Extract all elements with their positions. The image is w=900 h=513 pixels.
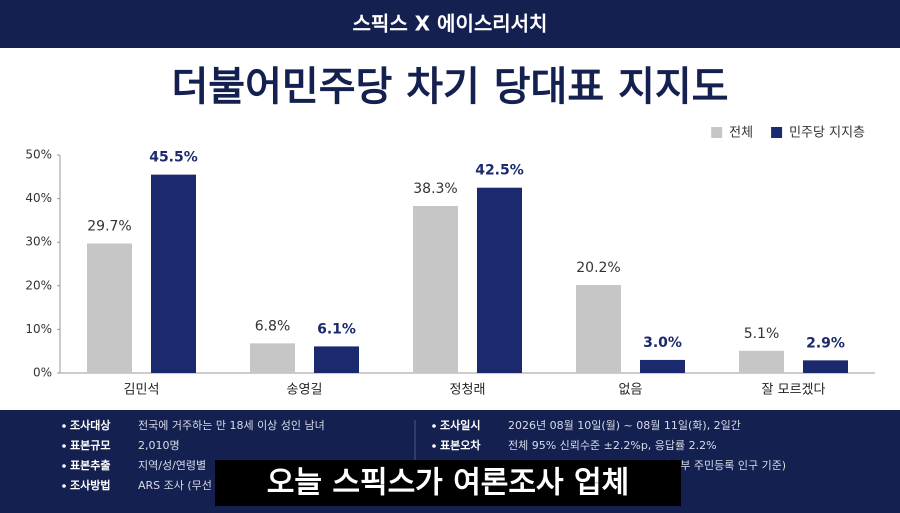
bullet [62,444,66,448]
x-tick-label: 정청래 [450,383,486,398]
y-tick-label: 20% [25,278,52,292]
bullet [62,424,66,428]
bullet [62,484,66,488]
bullet [62,464,66,468]
y-tick-label: 10% [25,322,52,336]
chart-title: 더불어민주당 차기 당대표 지지도 [172,64,729,110]
value-label: 5.1% [744,326,780,342]
header-bar [0,0,900,48]
bar [314,346,359,373]
x-tick-label: 송영길 [287,383,323,398]
value-label: 20.2% [576,260,620,276]
bar [413,206,458,373]
bar [739,350,784,373]
caption-box [215,460,681,506]
legend-swatch [711,127,723,138]
caption: 오늘 스픽스가 여론조사 업체 [267,466,630,501]
bar [576,284,621,373]
bullet [432,444,436,448]
info-text: 2,010명 [138,439,180,452]
info-text: 전국에 거주하는 만 18세 이상 성인 남녀 [138,418,325,432]
bar [803,360,848,373]
info-label: 표본추출 [70,458,110,472]
bar [477,187,522,373]
value-label: 3.0% [643,335,682,351]
x-tick-label: 없음 [619,383,643,398]
info-text: ARS 조사 (무선 [138,479,212,492]
bar [250,343,295,373]
legend-swatch [771,127,783,138]
info-text: 지역/성/연령별 [138,459,206,472]
y-tick-label: 30% [25,235,52,249]
y-tick-label: 40% [25,191,52,205]
info-text: 2026년 08월 10일(월) ~ 08월 11일(화), 2일간 [508,418,741,432]
bullet [432,424,436,428]
x-tick-label: 잘 모르겠다 [762,383,826,398]
bar [640,359,685,373]
brand: 스픽스 X 에이스리서치 [353,12,548,36]
bar [151,174,196,373]
bar [87,243,132,373]
value-label: 29.7% [87,219,131,235]
value-label: 2.9% [806,335,845,351]
y-tick-label: 0% [33,366,52,380]
value-label: 6.1% [317,321,356,337]
value-label: 38.3% [413,181,457,197]
legend-label: 전체 [729,126,753,141]
info-label: 조사대상 [70,418,110,432]
x-tick-label: 김민석 [124,383,160,398]
y-tick-label: 50% [25,148,52,162]
legend-label: 민주당 지지층 [789,126,865,141]
info-label: 표본규모 [70,439,110,452]
info-label: 조사일시 [440,418,480,432]
info-label: 표본오차 [440,438,481,452]
info-text: 안전부 주민등록 인구 기준) [660,459,786,472]
value-label: 45.5% [149,150,198,166]
info-text: 전체 95% 신뢰수준 ±2.2%p, 응답률 2.2% [508,439,717,452]
info-label: 조사방법 [70,478,110,492]
value-label: 6.8% [255,318,291,334]
value-label: 42.5% [475,163,524,179]
